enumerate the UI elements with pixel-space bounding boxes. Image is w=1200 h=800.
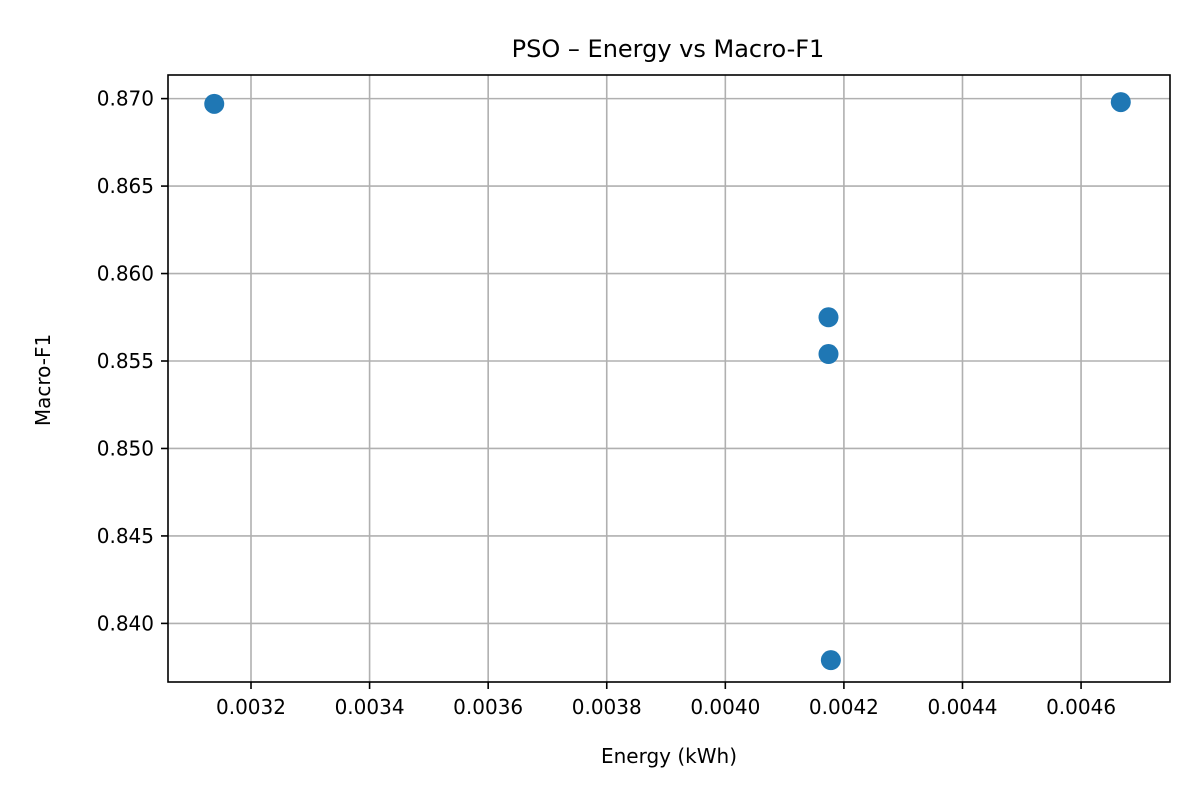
x-tick-label: 0.0036 xyxy=(453,695,523,719)
chart-title: PSO – Energy vs Macro-F1 xyxy=(512,35,825,63)
x-axis-label: Energy (kWh) xyxy=(601,744,737,768)
data-point xyxy=(1110,92,1131,113)
data-point xyxy=(204,93,225,114)
x-tick-label: 0.0038 xyxy=(572,695,642,719)
y-tick-label: 0.850 xyxy=(97,436,154,460)
grid-lines xyxy=(168,75,1170,682)
y-axis-label: Macro-F1 xyxy=(31,334,55,426)
y-tick-label: 0.860 xyxy=(97,262,154,286)
x-axis-ticks: 0.0032 0.0034 0.0036 0.0038 0.0040 0.0042 0.00… xyxy=(216,682,1116,719)
x-tick-label: 0.0044 xyxy=(927,695,997,719)
x-tick-label: 0.0040 xyxy=(690,695,760,719)
x-tick-label: 0.0046 xyxy=(1046,695,1116,719)
y-tick-label: 0.865 xyxy=(97,174,154,198)
x-tick-label: 0.0032 xyxy=(216,695,286,719)
y-tick-label: 0.845 xyxy=(97,524,154,548)
data-points xyxy=(204,92,1131,671)
y-tick-label: 0.870 xyxy=(97,87,154,111)
y-tick-label: 0.840 xyxy=(97,611,154,635)
data-point xyxy=(820,650,841,671)
data-point xyxy=(818,307,839,328)
x-tick-label: 0.0042 xyxy=(809,695,879,719)
plot-frame xyxy=(167,74,1171,683)
y-tick-label: 0.855 xyxy=(97,349,154,373)
y-axis-ticks: 0.840 0.845 0.850 0.855 0.860 0.865 0.870 xyxy=(97,87,168,635)
x-tick-label: 0.0034 xyxy=(335,695,405,719)
data-point xyxy=(818,344,839,365)
